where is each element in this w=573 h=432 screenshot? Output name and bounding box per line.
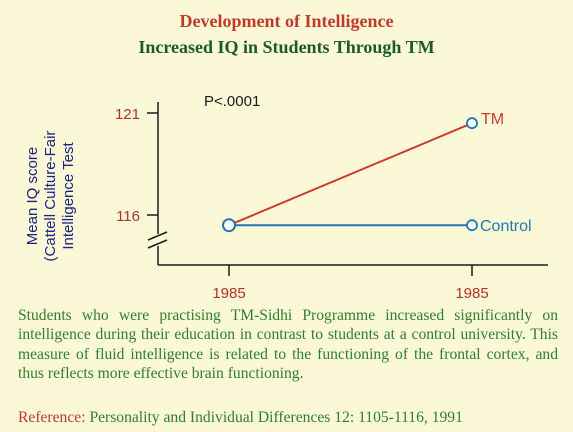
y-tick-label-121: 121 — [115, 106, 140, 123]
iq-chart: Mean IQ score (Cattell Culture-Fair Inte… — [24, 93, 548, 300]
x-tick-label-1: 1985 — [212, 285, 245, 300]
chart-subtitle: Increased IQ in Students Through TM — [138, 37, 435, 57]
y-axis-break-mark-1 — [147, 231, 168, 241]
description-text: Students who were practising TM-Sidhi Pr… — [18, 307, 558, 383]
series-label-tm: TM — [481, 111, 504, 128]
p-value-annotation: P<.0001 — [204, 93, 260, 110]
y-axis-label-line-1: Mean IQ score — [24, 147, 41, 245]
y-axis-label-line-2: (Cattell Culture-Fair — [42, 131, 59, 262]
y-axis-break-mark-2 — [147, 239, 168, 249]
x-tick-label-2: 1985 — [455, 285, 488, 300]
series-label-control: Control — [480, 218, 532, 235]
data-point-tm-1 — [222, 218, 236, 233]
reference: Reference: Personality and Individual Di… — [18, 409, 558, 427]
data-point-tm-2 — [466, 117, 478, 130]
data-point-control-2 — [466, 219, 478, 232]
reference-label: Reference: — [18, 409, 86, 426]
series-line-tm — [228, 122, 473, 227]
header: Development of Intelligence Increased IQ… — [0, 10, 573, 59]
y-axis-label-line-3: Intelligence Test — [60, 142, 77, 250]
chart-title: Development of Intelligence — [179, 11, 394, 31]
y-tick-label-116: 116 — [116, 208, 140, 225]
y-axis-label: Mean IQ score (Cattell Culture-Fair Inte… — [24, 131, 77, 262]
reference-text: Personality and Individual Differences 1… — [89, 409, 463, 426]
